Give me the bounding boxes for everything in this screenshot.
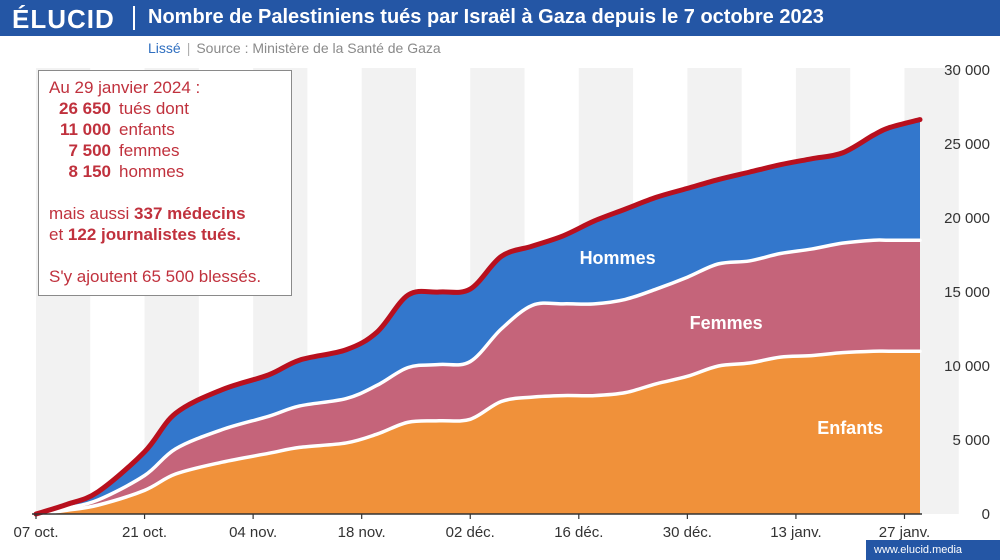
- area-femmes: [36, 239, 920, 514]
- summary-box: Au 29 janvier 2024 : 26 650 tués dont 11 …: [38, 70, 292, 296]
- subtitle-separator: |: [186, 40, 191, 56]
- y-tick-label: 25 000: [944, 136, 990, 153]
- y-tick-label: 10 000: [944, 358, 990, 375]
- axes: 0 5 000 10 000 15 000 20 000 25 000 30 000 07 o…: [13, 62, 990, 541]
- area-hommes: [36, 119, 920, 514]
- boundary-enfants: [34, 349, 922, 516]
- journalists-count: 122 journalistes tués.: [67, 225, 241, 244]
- series-labels: Enfants Femmes Hommes: [580, 248, 884, 438]
- doctors-count: 337 médecins: [134, 204, 246, 223]
- summary-label: enfants: [119, 120, 175, 139]
- x-tick-label: 21 oct.: [122, 524, 167, 541]
- x-tick-label: 16 déc.: [554, 524, 603, 541]
- boundary-femmes: [34, 238, 922, 516]
- subtitle: Lissé | Source : Ministère de la Santé de …: [148, 40, 441, 56]
- doctors-line: mais aussi 337 médecins: [49, 203, 281, 224]
- smoothing-label: Lissé: [148, 40, 181, 56]
- total-line: [33, 117, 923, 517]
- footer-url[interactable]: www.elucid.media: [866, 540, 1000, 560]
- summary-label: hommes: [119, 162, 185, 181]
- series-areas: [36, 119, 920, 514]
- x-tick-label: 27 janv.: [879, 524, 930, 541]
- title-bar: ÉLUCID Nombre de Palestiniens tués par I…: [0, 0, 1000, 36]
- summary-number: 11 000: [59, 120, 111, 139]
- summary-number: 7 500: [68, 141, 111, 160]
- journalists-line: et 122 journalistes tués.: [49, 224, 281, 245]
- chart-title: Nombre de Palestiniens tués par Israël à…: [148, 6, 824, 28]
- summary-row-men: 8 150 hommes: [49, 161, 281, 182]
- spacer: [49, 245, 281, 266]
- y-tick-label: 0: [982, 506, 990, 523]
- logo-divider: [133, 6, 135, 30]
- y-tick-label: 5 000: [952, 432, 990, 449]
- summary-label: tués dont: [119, 99, 189, 118]
- summary-label: femmes: [119, 141, 180, 160]
- x-tick-label: 18 nov.: [338, 524, 386, 541]
- x-tick-label: 04 nov.: [229, 524, 277, 541]
- x-tick-label: 07 oct.: [13, 524, 58, 541]
- summary-number: 26 650: [59, 99, 111, 118]
- area-enfants: [36, 351, 920, 514]
- x-tick-label: 02 déc.: [446, 524, 495, 541]
- wounded-line: S'y ajoutent 65 500 blessés.: [49, 267, 262, 286]
- spacer: [49, 182, 281, 203]
- doctors-prefix: mais aussi: [49, 204, 135, 223]
- series-label-enfants: Enfants: [817, 418, 883, 438]
- y-tick-label: 20 000: [944, 210, 990, 227]
- series-label-hommes: Hommes: [580, 248, 656, 268]
- summary-row-children: 11 000 enfants: [49, 119, 281, 140]
- summary-row-total: 26 650 tués dont: [49, 98, 281, 119]
- series-boundaries: [33, 117, 923, 517]
- x-tick-label: 13 janv.: [770, 524, 821, 541]
- summary-heading: Au 29 janvier 2024 :: [49, 78, 201, 97]
- y-tick-label: 30 000: [944, 62, 990, 79]
- summary-row-women: 7 500 femmes: [49, 140, 281, 161]
- y-tick-label: 15 000: [944, 284, 990, 301]
- journalists-prefix: et: [49, 225, 68, 244]
- summary-number: 8 150: [68, 162, 111, 181]
- x-tick-label: 30 déc.: [663, 524, 712, 541]
- source-label: Source : Ministère de la Santé de Gaza: [196, 40, 441, 56]
- elucid-logo[interactable]: ÉLUCID: [12, 4, 115, 34]
- series-label-femmes: Femmes: [690, 313, 763, 333]
